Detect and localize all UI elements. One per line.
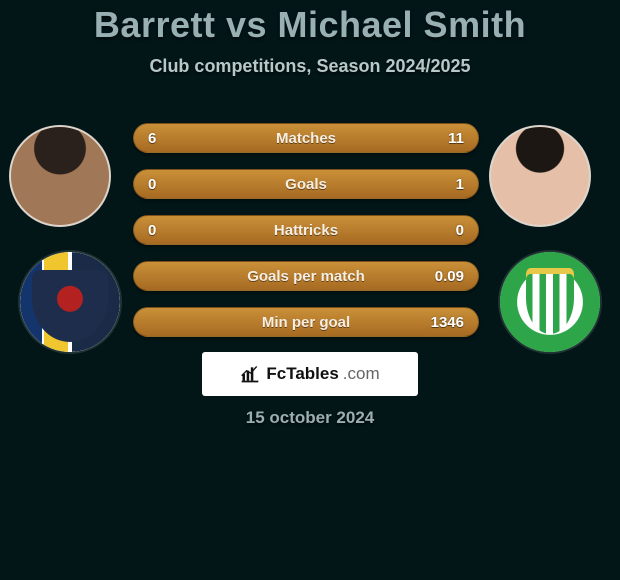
stat-label: Matches <box>276 130 336 147</box>
brand-name: FcTables <box>266 364 338 384</box>
stat-left-value: 0 <box>148 176 184 193</box>
stat-row-hattricks: 0 Hattricks 0 <box>133 215 479 245</box>
player-right-photo <box>491 127 589 225</box>
stat-left-value: 6 <box>148 130 184 147</box>
club-right-crest <box>500 252 600 352</box>
brand-suffix: .com <box>343 364 380 384</box>
club-right-badge <box>500 252 600 352</box>
page-title: Barrett vs Michael Smith <box>0 4 620 46</box>
player-right-avatar <box>489 125 591 227</box>
stat-rows: 6 Matches 11 0 Goals 1 0 Hattricks 0 Goa… <box>133 123 479 353</box>
page-subtitle: Club competitions, Season 2024/2025 <box>0 56 620 77</box>
bar-chart-icon <box>240 364 260 384</box>
stat-label: Min per goal <box>262 314 350 331</box>
player-left-photo <box>11 127 109 225</box>
stat-label: Goals <box>285 176 327 193</box>
stat-right-value: 0 <box>428 222 464 239</box>
stat-row-goals-per-match: Goals per match 0.09 <box>133 261 479 291</box>
club-left-badge <box>20 252 120 352</box>
stat-right-value: 0.09 <box>428 268 464 285</box>
stat-right-value: 1346 <box>428 314 464 331</box>
stat-label: Goals per match <box>247 268 365 285</box>
stat-label: Hattricks <box>274 222 338 239</box>
stat-row-goals: 0 Goals 1 <box>133 169 479 199</box>
stat-row-matches: 6 Matches 11 <box>133 123 479 153</box>
comparison-card: Barrett vs Michael Smith Club competitio… <box>0 0 620 580</box>
snapshot-date: 15 october 2024 <box>0 408 620 428</box>
stat-right-value: 1 <box>428 176 464 193</box>
stat-right-value: 11 <box>428 130 464 147</box>
stat-left-value: 0 <box>148 222 184 239</box>
player-left-avatar <box>9 125 111 227</box>
stat-row-min-per-goal: Min per goal 1346 <box>133 307 479 337</box>
club-left-crest <box>20 252 120 352</box>
brand-badge: FcTables.com <box>202 352 418 396</box>
